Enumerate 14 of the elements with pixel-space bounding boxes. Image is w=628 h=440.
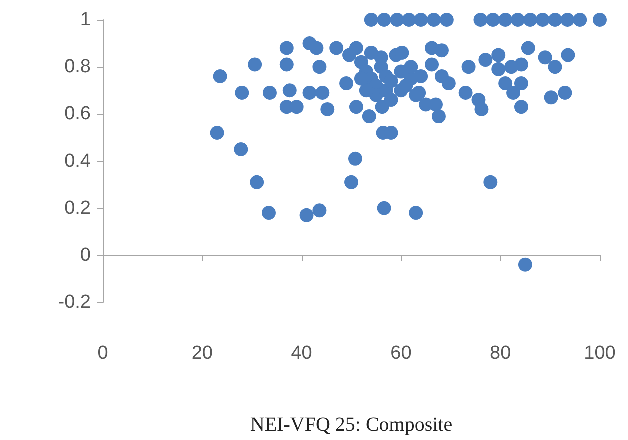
y-tick-label: 0.2 — [64, 198, 91, 219]
x-tick-label: 60 — [390, 343, 412, 364]
y-tick-label: 0.6 — [64, 104, 91, 125]
y-tick-label: -0.2 — [58, 292, 91, 313]
y-tick-label: 1 — [80, 10, 91, 30]
y-tick-label: 0.8 — [64, 56, 91, 78]
x-tick-label: 80 — [490, 343, 512, 364]
x-tick-label: 20 — [192, 343, 213, 364]
x-tick-label: 40 — [291, 343, 312, 364]
y-tick-label: 0.4 — [64, 150, 92, 172]
x-tick-label: 100 — [584, 343, 616, 364]
x-axis-title: NEI-VFQ 25: Composite — [250, 414, 453, 436]
x-tick-label: 0 — [98, 343, 108, 364]
y-tick-label: 0 — [80, 244, 91, 266]
